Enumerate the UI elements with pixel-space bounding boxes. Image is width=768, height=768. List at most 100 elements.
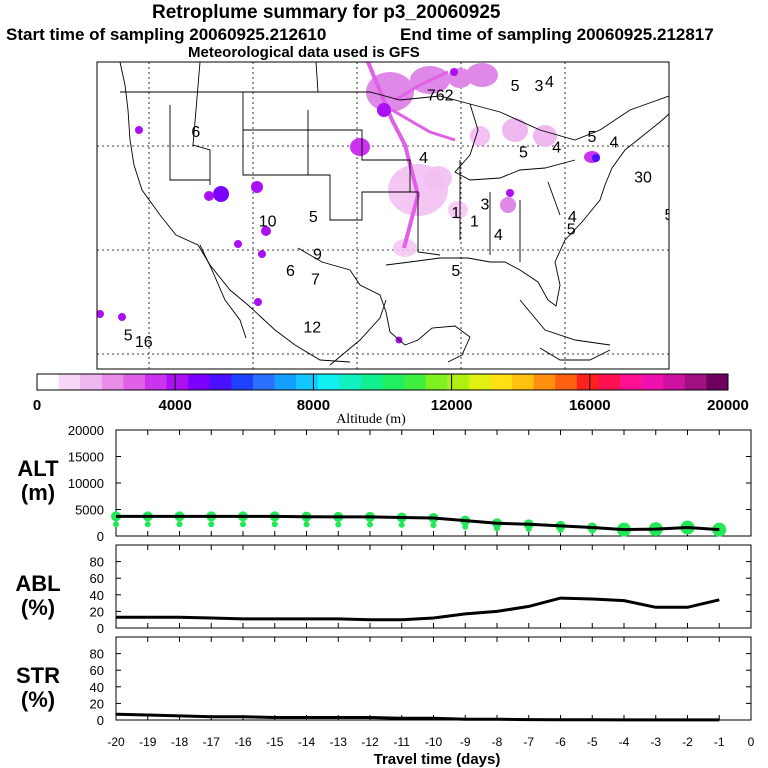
trajectory-day-label: 4 — [419, 150, 428, 167]
x-tick-label: -8 — [492, 735, 503, 749]
x-axis-title: Travel time (days) — [374, 751, 501, 768]
panel-frame — [115, 544, 752, 629]
trajectory-day-label: 16 — [135, 334, 153, 351]
x-tick-label: -18 — [171, 735, 189, 749]
end-time-label: End time of sampling 20060925.212817 — [400, 25, 714, 44]
panel-unit: (%) — [21, 595, 55, 620]
panel-alt: ALT(m) 0 5000 10000 15000 20000 — [17, 423, 752, 544]
y-tick-label: 20000 — [68, 423, 104, 438]
plot-title: Retroplume summary for p3_20060925 — [152, 2, 501, 23]
trajectory-day-label: 5 — [665, 207, 674, 224]
colorbar-swatch — [209, 374, 232, 390]
colorbar-swatch — [339, 374, 362, 390]
data-marker — [494, 525, 500, 532]
colorbar-tick-label: 20000 — [707, 397, 749, 414]
y-tick-label: 0 — [97, 529, 104, 544]
trajectory-day-label: 5 — [588, 129, 597, 146]
colorbar-swatch — [620, 374, 642, 390]
trajectory-day-label: 6 — [286, 263, 295, 280]
data-marker — [367, 521, 373, 528]
data-marker — [303, 521, 310, 528]
colorbar-swatch — [80, 374, 103, 390]
trajectory-day-label: 4 — [545, 74, 554, 91]
series-line — [115, 712, 720, 722]
colorbar-swatch — [598, 374, 621, 390]
retroplume-cloud — [97, 62, 600, 344]
x-tick-label: -6 — [555, 735, 566, 749]
x-tick-label: -15 — [266, 735, 284, 749]
y-tick-label: 40 — [90, 680, 104, 695]
colorbar-swatch — [231, 374, 254, 390]
data-marker — [462, 523, 469, 530]
panel-unit: (m) — [21, 480, 55, 505]
data-marker — [430, 522, 437, 529]
altitude-colorbar — [36, 373, 729, 391]
colorbar-swatch — [512, 374, 534, 390]
trajectory-day-label: 30 — [634, 170, 652, 187]
panel-name: ALT — [17, 456, 59, 481]
trajectory-day-label: 5 — [451, 263, 460, 280]
colorbar-swatch — [101, 374, 124, 390]
colorbar-label: Altitude (m) — [336, 412, 406, 427]
colorbar-tick-label: 12000 — [431, 397, 473, 414]
data-marker — [144, 521, 151, 528]
series-line — [116, 596, 720, 622]
sampling-times: Start time of sampling 20060925.212610 E… — [6, 25, 768, 45]
trajectory-day-label: 4 — [552, 140, 561, 157]
x-tick-label: -12 — [361, 735, 379, 749]
colorbar-swatch — [684, 374, 707, 390]
data-marker — [240, 521, 246, 528]
trajectory-day-label: 7 — [311, 272, 320, 289]
colorbar-tick-label: 8000 — [297, 397, 330, 414]
trajectory-day-label: 9 — [313, 247, 322, 264]
colorbar-swatch — [555, 374, 578, 390]
data-marker — [525, 526, 532, 533]
x-tick-label: -2 — [682, 735, 693, 749]
colorbar-swatch — [468, 374, 491, 390]
colorbar-tick-label: 16000 — [569, 397, 611, 414]
series-line — [116, 514, 720, 532]
colorbar-swatch — [123, 374, 146, 390]
data-marker — [335, 521, 342, 528]
x-tick-label: -11 — [394, 735, 411, 749]
x-tick-label: -1 — [714, 735, 725, 749]
y-tick-label: 60 — [90, 571, 104, 586]
x-tick-label: 0 — [748, 735, 755, 749]
colorbar-swatch — [360, 374, 383, 390]
x-tick-label: -20 — [107, 735, 125, 749]
data-marker — [557, 526, 564, 533]
panel-frame — [115, 636, 752, 721]
data-marker — [208, 521, 215, 528]
trajectory-day-label: 1 — [451, 205, 460, 222]
trajectory-day-label: 5 — [309, 209, 318, 226]
trajectory-day-label: 6 — [191, 124, 200, 141]
trajectory-day-label: 5 — [567, 222, 576, 239]
trajectory-day-label: 10 — [259, 213, 277, 230]
x-tick-label: -16 — [234, 735, 252, 749]
colorbar-swatch — [404, 374, 426, 390]
colorbar-swatch — [37, 374, 59, 390]
x-tick-label: -14 — [298, 735, 316, 749]
data-marker — [113, 521, 119, 528]
x-tick-label: -19 — [139, 735, 157, 749]
x-tick-label: -4 — [619, 735, 630, 749]
x-tick-label: -10 — [425, 735, 443, 749]
y-tick-label: 0 — [97, 713, 104, 728]
x-tick-label: -9 — [460, 735, 471, 749]
colorbar-swatch — [317, 374, 340, 390]
colorbar-swatch — [490, 374, 513, 390]
trajectory-day-label: 1 — [470, 213, 479, 230]
y-tick-label: 20 — [90, 696, 104, 711]
y-tick-label: 15000 — [68, 450, 104, 465]
colorbar-swatch — [447, 374, 470, 390]
trajectory-day-label: 3 — [480, 197, 489, 214]
y-tick-label: 80 — [90, 647, 104, 662]
trajectory-day-label: 3 — [535, 78, 544, 95]
x-tick-label: -7 — [523, 735, 534, 749]
panel-name: ABL — [15, 571, 60, 596]
trajectory-day-label: 762 — [427, 88, 454, 105]
y-tick-label: 40 — [90, 588, 104, 603]
colorbar-swatch — [166, 374, 189, 390]
